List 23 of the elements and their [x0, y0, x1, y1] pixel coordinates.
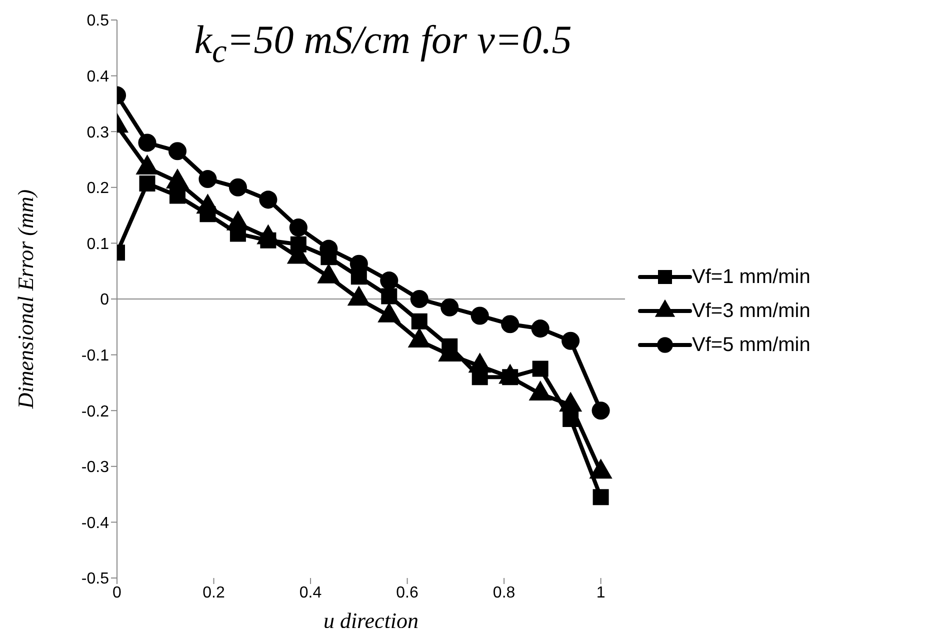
y-tick-label: -0.5 — [81, 570, 110, 588]
legend-label: Vf=1 mm/min — [692, 266, 810, 288]
x-tick-label: 0.6 — [396, 584, 419, 602]
x-tick-label: 0 — [112, 584, 122, 602]
x-tick-label: 0.4 — [299, 584, 322, 602]
y-tick-label: -0.1 — [81, 347, 110, 364]
y-tick-label: -0.3 — [81, 459, 110, 476]
legend-label: Vf=5 mm/min — [692, 334, 810, 356]
y-tick-label: 0.4 — [86, 68, 110, 86]
x-tick-label: 0.8 — [492, 584, 516, 602]
y-tick-label: 0.2 — [86, 180, 110, 198]
y-tick-label: 0.5 — [86, 12, 110, 30]
y-axis-title: Dimensional Error (mm) — [12, 189, 38, 410]
x-tick-label: 1 — [596, 584, 606, 602]
chart-title: k$_{c}$=50 mS/cm for v=0.5 — [193, 16, 573, 71]
legend-label: Vf=3 mm/min — [692, 300, 810, 322]
y-tick-label: 0.1 — [86, 236, 110, 253]
y-tick-label: -0.2 — [81, 403, 110, 420]
x-axis-title: u direction — [323, 608, 419, 630]
y-tick-label: 0 — [100, 292, 110, 309]
y-tick-label: 0.3 — [86, 124, 110, 142]
y-tick-label: -0.4 — [81, 514, 110, 532]
x-tick-label: 0.2 — [202, 584, 225, 602]
